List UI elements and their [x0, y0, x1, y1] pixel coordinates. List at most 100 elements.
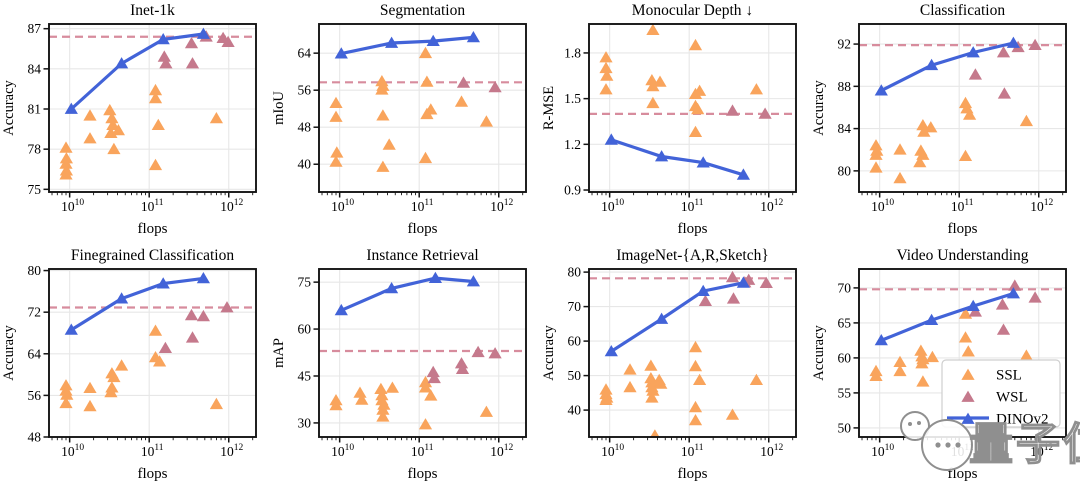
x-tick-label: 1012: [1030, 198, 1053, 214]
y-tick-label: 60: [568, 334, 582, 349]
y-tick-label: 80: [838, 163, 852, 178]
ssl-point: [688, 414, 703, 426]
plot-frame: [318, 23, 527, 193]
legend-label-wsl: WSL: [996, 390, 1028, 406]
ssl-point: [958, 331, 973, 343]
dinov2-series: [64, 27, 210, 114]
ssl-point: [420, 75, 434, 87]
dinov2-point: [655, 150, 669, 162]
x-axis-label: flops: [138, 466, 168, 482]
ssl-point: [454, 95, 469, 107]
y-tick-label: 65: [838, 315, 852, 330]
plot-frame: [48, 268, 257, 438]
ssl-point: [148, 158, 163, 171]
dinov2-point: [736, 276, 750, 288]
axis-ticks: [43, 27, 254, 198]
ssl-point: [148, 324, 163, 336]
ssl-point: [83, 381, 97, 393]
y-tick-label: 1.5: [564, 91, 581, 106]
dinov2-point: [385, 36, 399, 48]
x-tick-label: 1010: [331, 198, 354, 214]
y-tick-label: 92: [838, 37, 852, 52]
ssl-point: [59, 152, 73, 164]
y-axis-label: mIoU: [271, 91, 287, 125]
ssl-point: [914, 344, 928, 356]
ssl-point: [654, 377, 668, 389]
dinov2-line: [610, 281, 744, 353]
ssl-point: [59, 168, 73, 180]
dinov2-point: [156, 33, 170, 45]
ssl-point: [599, 51, 613, 63]
wsl-point: [158, 341, 172, 353]
x-tick-label: 1012: [220, 198, 243, 214]
ssl-point: [376, 410, 390, 422]
ssl-point: [329, 155, 343, 167]
ssl-point: [111, 124, 125, 136]
dinov2-point: [925, 58, 939, 71]
ssl-point: [691, 102, 705, 115]
x-tick-label: 1011: [951, 443, 974, 459]
chart-instance-retrieval: 30 45 60 75 1010 1011 1012 Instance Retrieval mA…: [271, 247, 527, 482]
ssl-point: [916, 119, 930, 131]
wsl-point: [996, 323, 1011, 335]
axis-ticks: [43, 269, 254, 443]
y-axis-label: Accuracy: [1, 79, 17, 135]
dinov2-point: [604, 133, 618, 145]
y-tick-label: 60: [838, 350, 852, 365]
dinov2-point: [334, 303, 348, 316]
ssl-point: [107, 142, 121, 155]
legend: SSL WSL DINOv2: [941, 359, 1061, 428]
ssl-point: [599, 83, 613, 95]
y-tick-label: 84: [838, 121, 852, 136]
ssl-point: [1019, 114, 1033, 127]
x-tick-label: 1012: [760, 443, 783, 459]
y-tick-label: 56: [298, 83, 312, 98]
ssl-point: [382, 138, 396, 150]
ssl-point: [893, 364, 907, 377]
ssl-point: [749, 83, 763, 95]
wsl-point: [157, 50, 171, 62]
wsl-point: [185, 57, 200, 69]
wsl-point: [488, 81, 502, 93]
wsl-point: [995, 298, 1010, 310]
ssl-point: [105, 381, 119, 393]
ssl-point: [83, 399, 97, 412]
ssl-point: [623, 363, 637, 375]
wsl-point: [725, 270, 740, 283]
wsl-points: [426, 345, 502, 384]
wsl-point: [1028, 38, 1042, 50]
ssl-point: [688, 38, 703, 51]
y-tick-label: 50: [568, 368, 582, 383]
dinov2-point: [385, 282, 399, 294]
y-tick-label: 55: [838, 385, 852, 400]
y-tick-label: 64: [28, 346, 42, 361]
dinov2-point: [1006, 36, 1020, 48]
ssl-points: [869, 96, 1033, 184]
subplot-imagenet-a-r-sketch: 40 50 60 70 80 1010 1011 1012 ImageNet-{A,R,Sket…: [540, 245, 810, 491]
ssl-point: [83, 132, 97, 144]
ssl-point: [688, 125, 703, 137]
x-tick-label: 1012: [1030, 443, 1053, 459]
wsl-point: [759, 276, 773, 288]
x-axis-label: flops: [138, 221, 168, 237]
dinov2-point: [1006, 287, 1020, 299]
x-axis-label: flops: [678, 221, 708, 237]
ssl-point: [376, 160, 390, 172]
ssl-point: [107, 370, 121, 383]
ssl-point: [869, 161, 883, 173]
dinov2-point: [426, 34, 440, 46]
y-tick-label: 56: [28, 388, 42, 403]
ssl-point: [599, 61, 613, 74]
dinov2-point: [925, 313, 939, 325]
x-tick-label: 1010: [61, 198, 84, 214]
ssl-point: [958, 96, 973, 109]
ssl-point: [869, 148, 883, 160]
dinov2-point: [736, 168, 750, 180]
wsl-point: [1028, 291, 1042, 303]
subplot-inet-1k: 75 78 81 84 87 1010 1011 1012 Inet-1k Accuracy flo…: [0, 0, 270, 245]
ssl-point: [60, 388, 74, 400]
ssl-point: [329, 96, 343, 108]
wsl-point: [184, 37, 199, 49]
y-tick-label: 48: [298, 120, 312, 135]
